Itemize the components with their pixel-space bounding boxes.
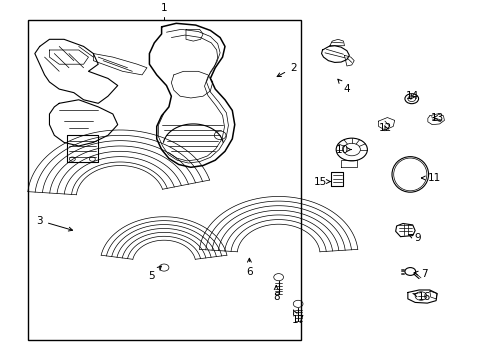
Text: 11: 11 [421, 173, 440, 183]
Text: 2: 2 [277, 63, 296, 77]
Text: 16: 16 [412, 292, 430, 302]
Text: 14: 14 [405, 91, 419, 101]
Text: 7: 7 [413, 269, 427, 279]
Text: 17: 17 [291, 310, 304, 325]
Text: 6: 6 [245, 258, 252, 277]
Text: 12: 12 [379, 123, 392, 133]
Bar [27, 20, 300, 340]
Text: 13: 13 [429, 113, 443, 122]
Text: 10: 10 [335, 144, 351, 154]
Text: 5: 5 [148, 266, 161, 281]
Text: 8: 8 [272, 286, 279, 302]
Text: 4: 4 [337, 79, 349, 94]
Text: 15: 15 [313, 176, 329, 186]
Text: 9: 9 [408, 233, 420, 243]
Text: 1: 1 [161, 3, 167, 13]
Text: 3: 3 [36, 216, 72, 231]
